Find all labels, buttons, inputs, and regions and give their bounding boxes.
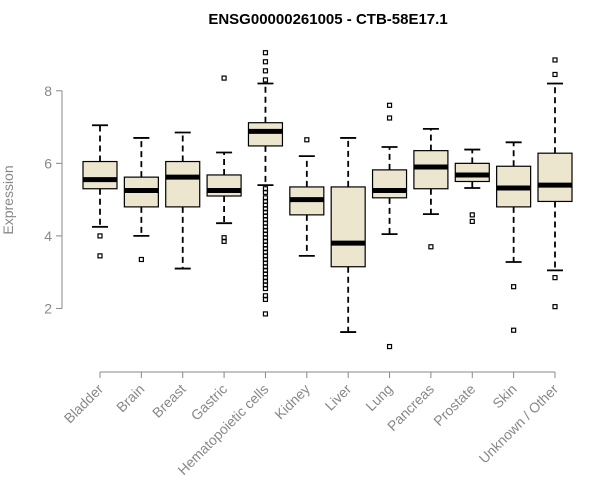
y-tick-label: 4 (44, 228, 52, 244)
box-lung (371, 102, 408, 350)
box-unknown-other (537, 57, 573, 310)
outlier-point (386, 115, 393, 121)
box-skin (496, 141, 532, 333)
outlier-point (262, 68, 269, 74)
box-iqr (413, 150, 449, 190)
y-axis: 2 4 6 8 (44, 83, 63, 316)
x-tick-label: Bladder (61, 381, 107, 427)
box-iqr (371, 169, 408, 199)
outlier-point (428, 244, 434, 250)
outlier-point (262, 77, 269, 83)
outlier-point (386, 343, 393, 350)
y-tick-label: 2 (44, 300, 52, 316)
box-iqr (247, 122, 284, 147)
outlier-point (511, 327, 517, 333)
x-tick-label: Unknown / Other (476, 381, 562, 467)
outlier-point (552, 275, 558, 281)
outlier-point (262, 59, 269, 65)
outlier-point (262, 50, 269, 56)
outlier-point (221, 75, 227, 81)
box-breast (165, 131, 201, 270)
x-tick-label: Skin (489, 381, 520, 412)
outlier-point (552, 71, 558, 78)
outlier-point (469, 212, 475, 218)
box-hematopoietic-cells (247, 50, 284, 317)
box-kidney (289, 137, 325, 257)
outlier-point (262, 189, 269, 195)
box-iqr (165, 160, 201, 208)
outlier-point (552, 57, 558, 63)
box-prostate (454, 148, 490, 224)
outlier-point (97, 233, 103, 239)
box-brain (123, 137, 159, 263)
outlier-point (262, 285, 269, 292)
x-tick-label: Prostate (430, 381, 478, 429)
box-iqr (537, 152, 573, 203)
x-tick-label: Liver (322, 381, 355, 414)
box-liver (330, 137, 366, 333)
chart-title: ENSG00000261005 - CTB-58E17.1 (208, 11, 447, 28)
box-pancreas (413, 127, 449, 250)
outlier-point (304, 137, 310, 143)
y-tick-label: 8 (44, 83, 52, 99)
x-tick-label: Brain (113, 381, 147, 415)
x-tick-label: Lung (362, 381, 395, 414)
box-iqr (454, 162, 490, 183)
outlier-point (511, 284, 517, 290)
box-iqr (330, 186, 366, 268)
outlier-point (97, 253, 103, 259)
plot-area (82, 50, 573, 350)
outlier-point (221, 235, 227, 241)
box-gastric (206, 75, 242, 244)
y-tick-label: 6 (44, 155, 52, 171)
outlier-point (552, 304, 558, 310)
outlier-point (138, 256, 144, 263)
outlier-point (386, 102, 393, 108)
outlier-point (469, 218, 475, 224)
y-axis-label: Expression (0, 165, 16, 234)
box-bladder (82, 124, 118, 259)
outlier-point (262, 311, 269, 317)
x-tick-label: Breast (149, 381, 189, 421)
box-iqr (82, 160, 118, 190)
outlier-point (262, 296, 269, 302)
x-tick-label: Kidney (271, 381, 313, 423)
